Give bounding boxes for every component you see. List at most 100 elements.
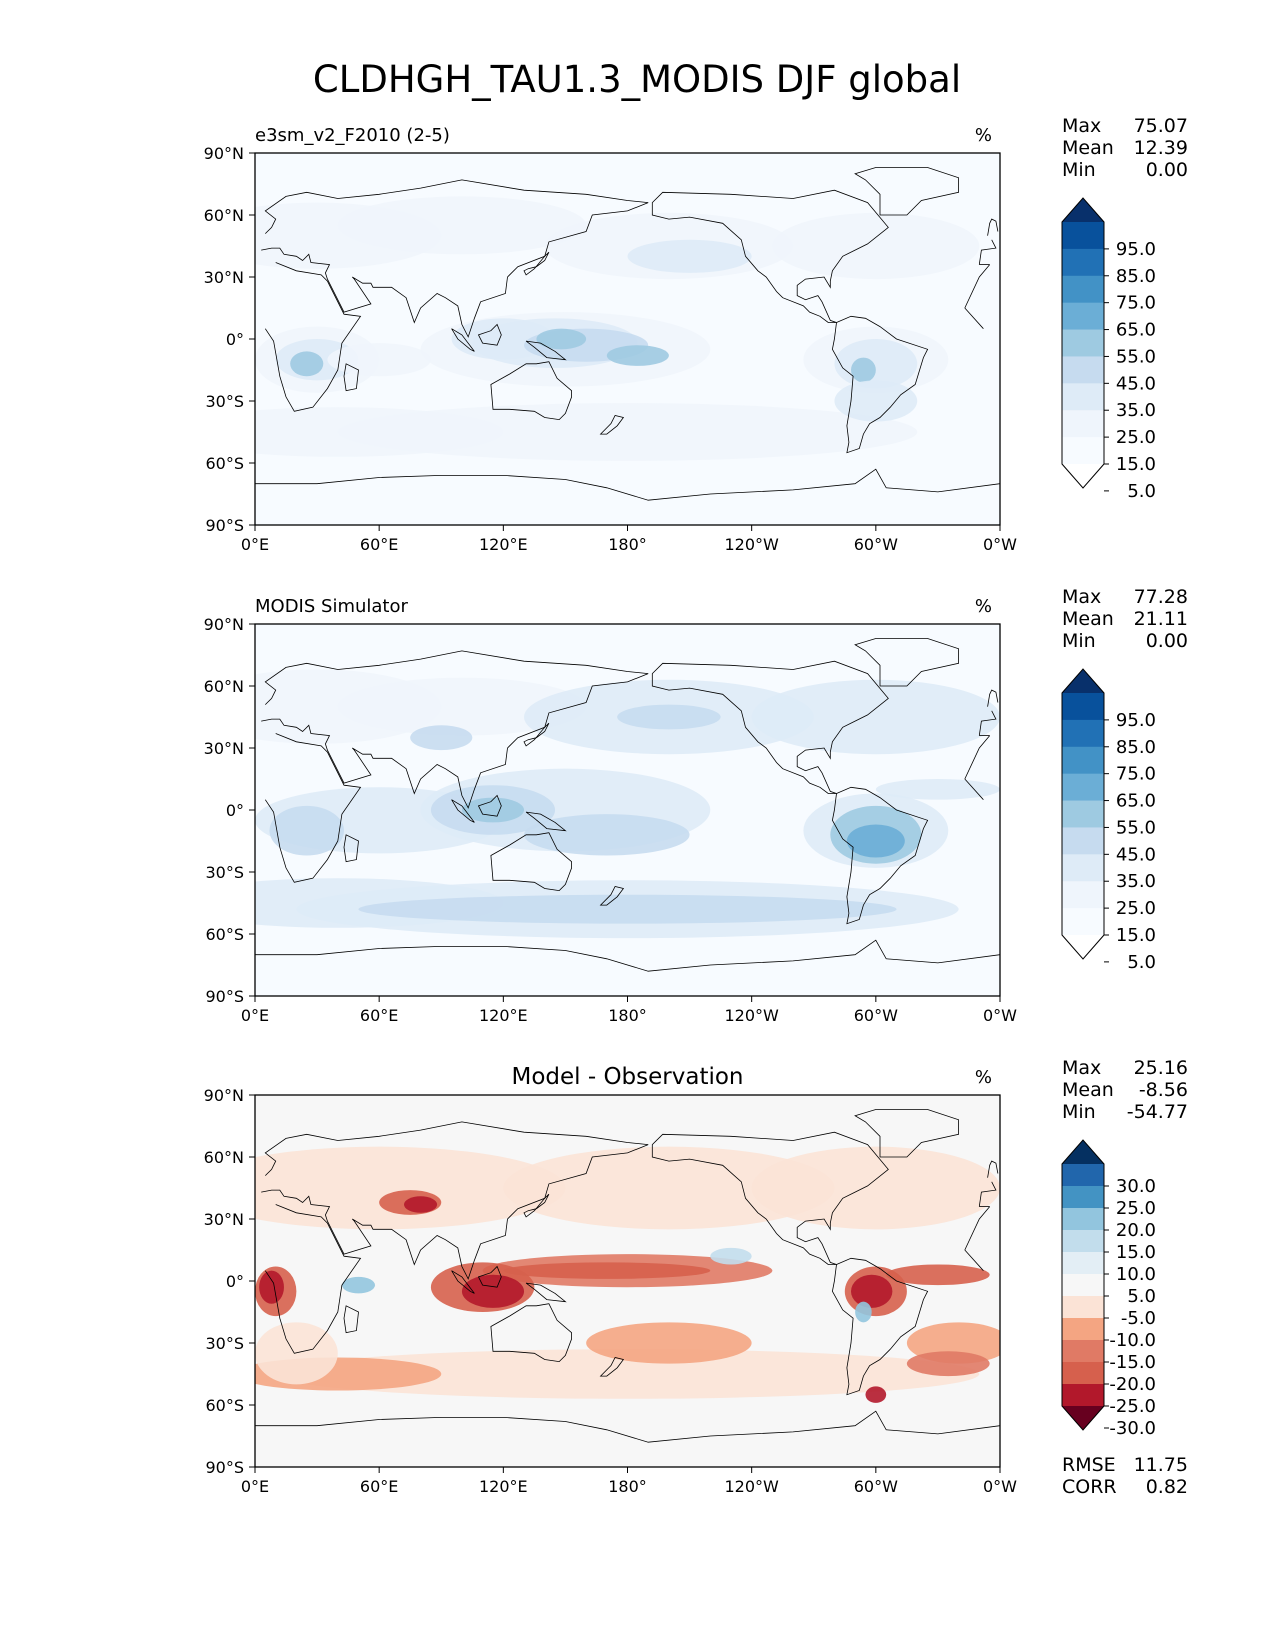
coastlines	[255, 638, 1000, 972]
coastline	[525, 1282, 567, 1303]
field-contour	[461, 797, 525, 823]
x-tick-label: 0°W	[983, 1006, 1017, 1025]
figure-title: CLDHGH_TAU1.3_MODIS DJF global	[313, 58, 961, 101]
colorbar-tick-label: -5.0	[1121, 1308, 1156, 1329]
stat-value: 12.39	[1134, 137, 1188, 159]
colorbar-tick-label: 55.0	[1116, 346, 1156, 367]
coastline	[987, 218, 999, 236]
x-tick-label: 120°W	[724, 535, 779, 554]
stat-label: Min	[1062, 1101, 1096, 1123]
x-tick-label: 60°E	[360, 1477, 398, 1496]
field-contour	[751, 679, 1000, 755]
coastline	[264, 262, 362, 412]
colorbar-tick-label: 95.0	[1116, 239, 1156, 260]
coastline	[964, 1249, 984, 1271]
x-tick-label: 0°E	[241, 535, 269, 554]
colorbar-tick-label: 45.0	[1116, 844, 1156, 865]
panels: 0°E 60°E 120°E 180° 120°W 60°W 0°W 90°N 60°N 30°N…	[204, 115, 1188, 1498]
x-tick-label: 60°W	[854, 535, 898, 554]
field-contour	[259, 1270, 284, 1304]
coastline	[599, 1357, 625, 1377]
x-tick-label: 60°E	[360, 535, 398, 554]
stat-label: Min	[1062, 630, 1096, 652]
stat-label: Max	[1062, 115, 1101, 137]
units-label: %	[975, 596, 992, 617]
units-label: %	[975, 125, 992, 146]
colorbar-tick-label: 35.0	[1116, 400, 1156, 421]
coastline	[261, 1121, 649, 1280]
colorbar-tick-label: 45.0	[1116, 373, 1156, 394]
coastline	[599, 415, 625, 435]
panel-title: e3sm_v2_F2010 (2-5)	[255, 125, 450, 146]
colorbar-band	[1062, 222, 1104, 250]
stat-label: Mean	[1062, 608, 1114, 630]
coastline	[978, 710, 997, 736]
field-contour	[461, 1274, 525, 1308]
colorbar-band	[1062, 1274, 1104, 1297]
colorbar-tick-label: 65.0	[1116, 320, 1156, 341]
colorbar-band	[1062, 1208, 1104, 1231]
colorbar-tick-label: 25.0	[1116, 898, 1156, 919]
colorbar-extend-bottom	[1062, 935, 1104, 959]
y-tick-label: 30°S	[205, 392, 244, 411]
x-tick-label: 0°W	[983, 535, 1017, 554]
coastline	[964, 307, 984, 329]
colorbar-band	[1062, 1362, 1104, 1385]
colorbar-band	[1062, 719, 1104, 748]
field-contour	[524, 814, 690, 856]
coastline	[255, 468, 1000, 501]
coastline	[651, 1131, 889, 1265]
coastline	[477, 1265, 502, 1288]
coastlines	[255, 1109, 1000, 1443]
y-tick-label: 90°N	[204, 144, 244, 163]
stat-value: -54.77	[1127, 1101, 1188, 1123]
y-tick-label: 0°	[226, 801, 244, 820]
y-tick-label: 30°N	[204, 1210, 244, 1229]
field-contour	[341, 1276, 376, 1294]
colorbar-band	[1062, 329, 1104, 357]
stat-value: 25.16	[1134, 1057, 1188, 1079]
colorbar-band	[1062, 1340, 1104, 1363]
coastline	[978, 1181, 997, 1207]
field-contour	[327, 343, 431, 377]
colorbar-tick-label: 85.0	[1116, 737, 1156, 758]
x-tick-label: 60°W	[854, 1477, 898, 1496]
coastline	[978, 239, 997, 265]
colorbar-band	[1062, 302, 1104, 331]
coastline	[854, 1109, 959, 1158]
colorbar-band	[1062, 1318, 1104, 1341]
stat-value: -8.56	[1139, 1079, 1188, 1101]
colorbar-tick-label: -10.0	[1109, 1330, 1156, 1351]
colorbar: 95.0 85.0 75.0 65.0 55.0 45.0 35.0 25.0 15.0 5.0	[1061, 668, 1156, 973]
panel-title: MODIS Simulator	[255, 596, 408, 617]
x-tick-label: 120°E	[479, 535, 528, 554]
field-contour	[337, 677, 587, 736]
colorbar-tick-label: 85.0	[1116, 266, 1156, 287]
field-contour	[586, 1322, 752, 1364]
coastline	[490, 1303, 572, 1363]
colorbar-extend-bottom	[1062, 1406, 1104, 1430]
coastline	[987, 1160, 999, 1178]
field-contour	[290, 351, 324, 377]
colorbar-band	[1062, 248, 1104, 277]
colorbar-band	[1062, 827, 1104, 855]
stat-label: Mean	[1062, 137, 1114, 159]
y-tick-label: 30°S	[205, 863, 244, 882]
coastline	[854, 167, 959, 216]
coastlines	[255, 167, 1000, 501]
colorbar-tick-label: -30.0	[1109, 1418, 1156, 1439]
coastline	[261, 179, 649, 338]
field-contour	[772, 212, 980, 280]
coastline	[651, 189, 889, 323]
x-tick-label: 120°E	[479, 1006, 528, 1025]
stat-label: RMSE	[1062, 1454, 1116, 1476]
colorbar-band	[1062, 1230, 1104, 1253]
coastline	[964, 264, 991, 309]
coastline	[343, 363, 359, 392]
field-contour	[337, 196, 587, 255]
y-tick-label: 60°N	[204, 206, 244, 225]
coastline	[490, 361, 572, 421]
field-contour	[275, 1349, 980, 1399]
y-tick-label: 60°N	[204, 1148, 244, 1167]
